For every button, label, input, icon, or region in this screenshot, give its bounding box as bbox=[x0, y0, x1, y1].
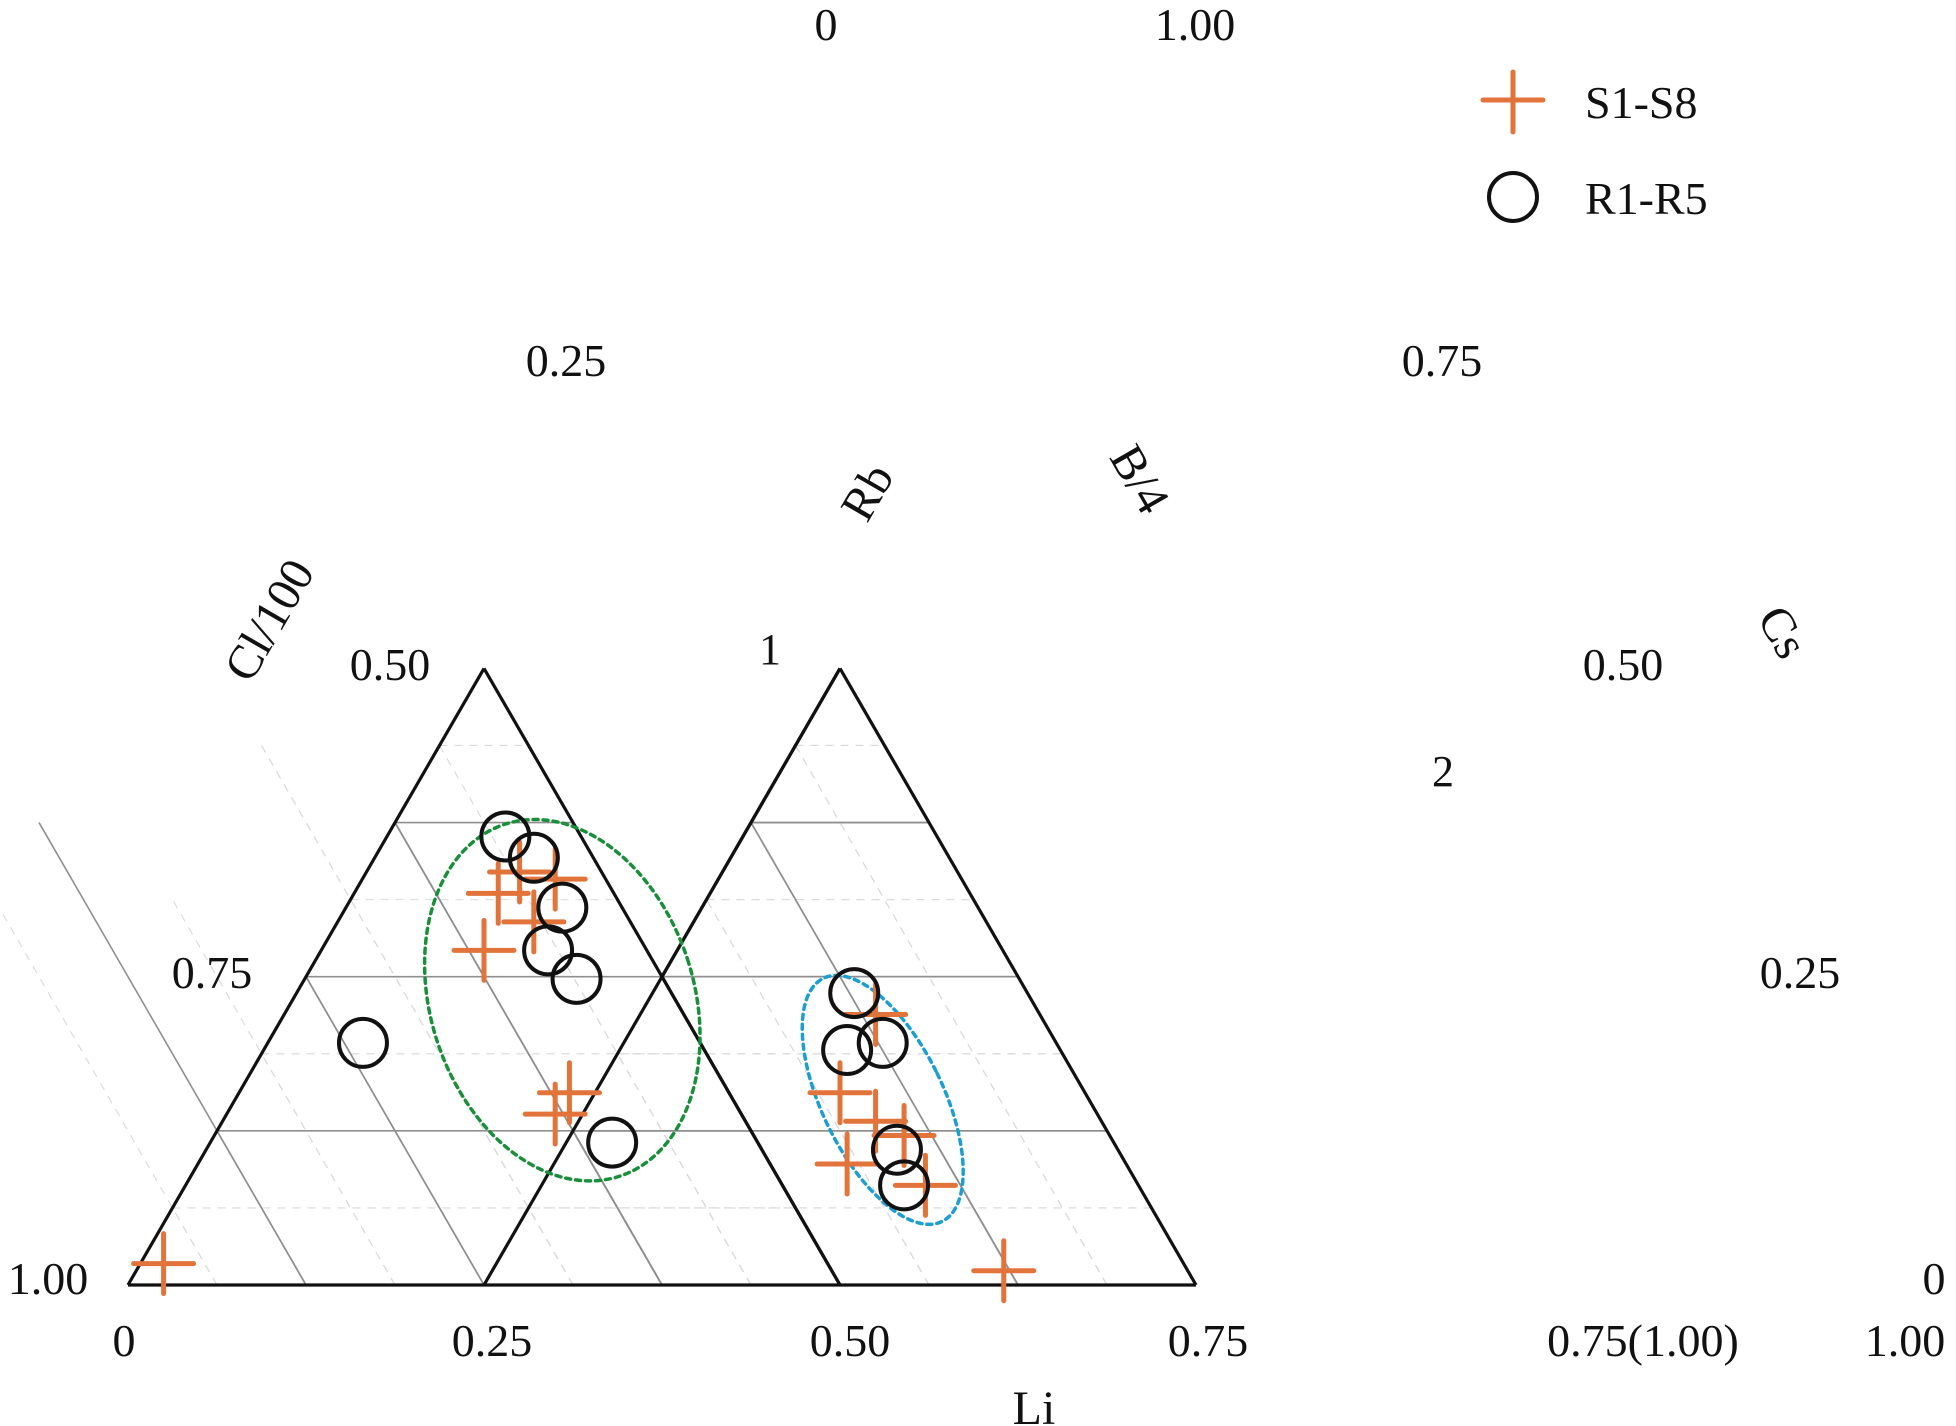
series-0-plus-marker-5 bbox=[451, 917, 517, 983]
tick-label-bottom-100: 1.00 bbox=[1865, 1315, 1946, 1366]
tick-label-right-050: 0.50 bbox=[1583, 639, 1664, 690]
tick-label-right-bottom: 0 bbox=[1923, 1253, 1946, 1304]
series-0-plus-marker-8 bbox=[843, 981, 909, 1047]
tick-label-left-025: 0.25 bbox=[526, 335, 607, 386]
tick-label-left-top: 0 bbox=[815, 0, 838, 50]
series-1-circle-marker-2 bbox=[536, 881, 589, 934]
series-0-plus-marker-12 bbox=[871, 1102, 937, 1168]
tick-label-left-075: 0.75 bbox=[172, 947, 253, 998]
region-labels: 1 2 bbox=[759, 625, 1454, 796]
series-0-plus-marker-10 bbox=[814, 1131, 880, 1197]
tick-label-top-right: 1.00 bbox=[1155, 0, 1236, 50]
series-0-plus-marker-2 bbox=[487, 839, 553, 905]
series-1-circle-marker-5 bbox=[586, 1116, 639, 1169]
inner-middle-edge bbox=[660, 975, 842, 1286]
left-triangle-right-diagonal-grid-1 bbox=[216, 1130, 307, 1286]
outer-left-edge bbox=[126, 667, 486, 1286]
series-0-plus-marker-14 bbox=[971, 1238, 1037, 1304]
tick-label-right-025: 0.25 bbox=[1760, 947, 1841, 998]
region-label-2: 2 bbox=[1432, 747, 1454, 796]
tick-label-bottom-075-100: 0.75(1.00) bbox=[1547, 1315, 1739, 1366]
legend-label-s1-s8: S1-S8 bbox=[1585, 77, 1697, 128]
series-1-circle-marker-6 bbox=[336, 1016, 389, 1069]
series-1-circle-marker-8 bbox=[821, 1024, 874, 1077]
axis-label-rb: Rb bbox=[831, 455, 905, 530]
axis-label-cl: Cl/100 bbox=[214, 550, 325, 690]
series-1-circle-marker-7 bbox=[828, 967, 881, 1020]
legend-item-r1-r5: R1-R5 bbox=[1487, 171, 1708, 224]
points-layer bbox=[131, 810, 1037, 1304]
series-1-circle-marker-4 bbox=[550, 952, 603, 1005]
tick-label-right-075: 0.75 bbox=[1402, 335, 1483, 386]
region-label-1: 1 bbox=[759, 625, 781, 674]
series-1-circle-marker-10 bbox=[870, 1123, 923, 1176]
tick-labels: 0 0.25 0.50 0.75 1.00 1.00 0.75 0.50 0.2… bbox=[8, 0, 1946, 1366]
legend: S1-S8 R1-R5 bbox=[1480, 69, 1708, 224]
left-triangle-right-diagonal-grid-3 bbox=[305, 976, 485, 1286]
tick-label-bottom-025: 0.25 bbox=[452, 1315, 533, 1366]
region-1-boundary bbox=[422, 817, 702, 1183]
outer-right-edge bbox=[838, 667, 1198, 1286]
frame-layer bbox=[126, 667, 1198, 1287]
axis-label-cs: Cs bbox=[1747, 597, 1818, 667]
tick-label-bottom-075: 0.75 bbox=[1168, 1315, 1249, 1366]
series-1-circle-marker-3 bbox=[522, 924, 575, 977]
series-1-circle-marker-11 bbox=[878, 1159, 931, 1212]
tick-label-left-bottom: 1.00 bbox=[8, 1253, 89, 1304]
series-0-plus-marker-7 bbox=[536, 1060, 602, 1126]
legend-circle-marker bbox=[1487, 171, 1539, 223]
series-0-plus-marker-0 bbox=[131, 1231, 197, 1297]
series-1-circle-marker-1 bbox=[507, 831, 560, 884]
region-2-boundary bbox=[800, 973, 965, 1227]
axis-labels: Li Cl/100 Rb B/4 Cs bbox=[214, 436, 1818, 1426]
tick-label-left-050: 0.50 bbox=[350, 639, 431, 690]
series-1-circle-marker-0 bbox=[479, 810, 532, 863]
legend-label-r1-r5: R1-R5 bbox=[1585, 173, 1708, 224]
series-0-plus-marker-4 bbox=[501, 889, 567, 955]
left-triangle-left-diagonal-grid-0 bbox=[0, 908, 218, 1286]
tick-label-bottom-050: 0.50 bbox=[810, 1315, 891, 1366]
right-triangle-right-diagonal-grid-1 bbox=[572, 1130, 663, 1286]
regions-layer bbox=[422, 817, 965, 1227]
inner-bridge-edge bbox=[660, 667, 842, 978]
series-0-plus-marker-13 bbox=[892, 1152, 958, 1218]
series-0-plus-marker-3 bbox=[522, 846, 588, 912]
legend-item-s1-s8: S1-S8 bbox=[1480, 69, 1697, 135]
tick-label-bottom-0: 0 bbox=[113, 1315, 136, 1366]
axis-label-li: Li bbox=[1013, 1382, 1056, 1426]
right-triangle-right-diagonal-grid-5 bbox=[750, 822, 1019, 1286]
axis-label-b4: B/4 bbox=[1099, 436, 1180, 523]
series-1-circle-marker-9 bbox=[856, 1016, 909, 1069]
